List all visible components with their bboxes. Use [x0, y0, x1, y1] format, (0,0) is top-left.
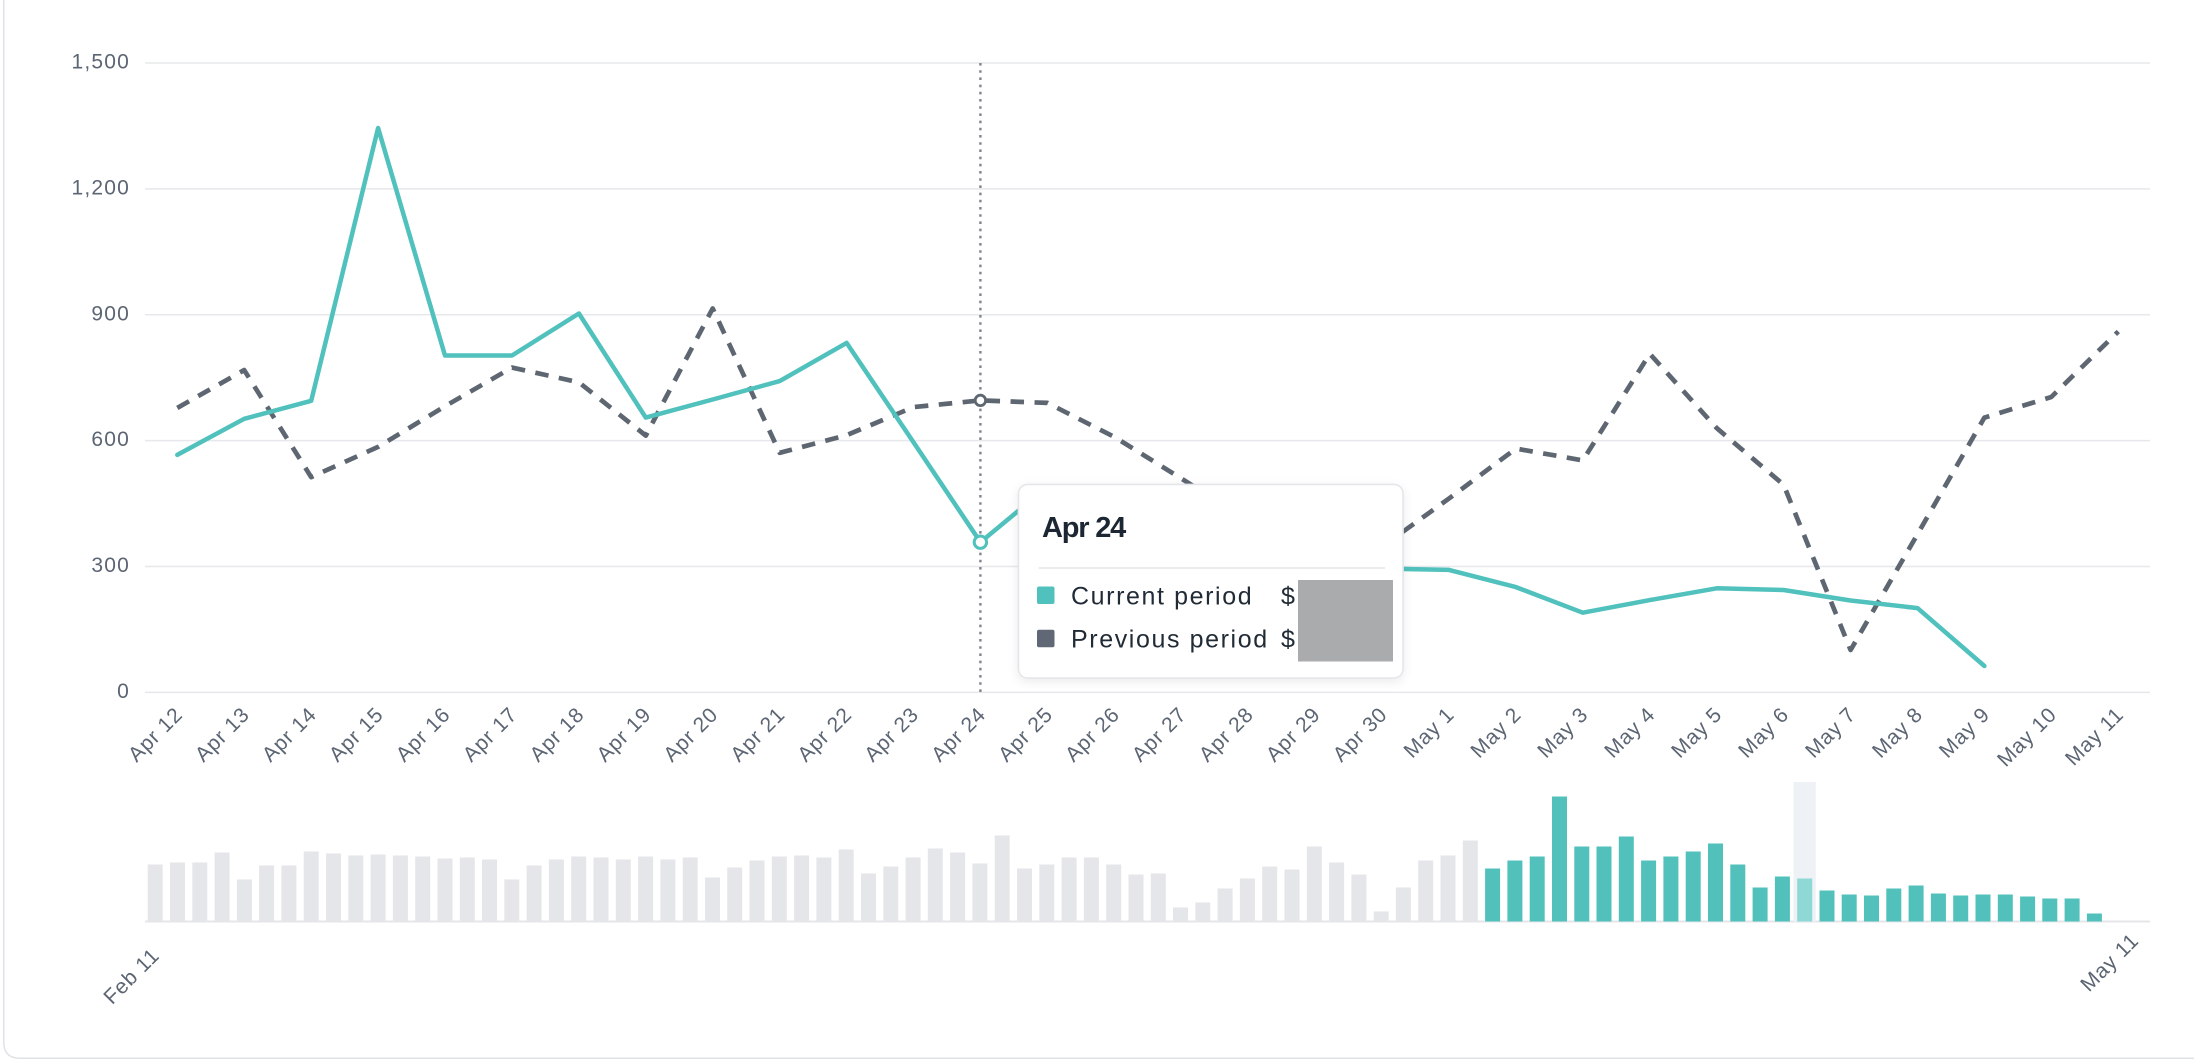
svg-text:300: 300: [91, 554, 130, 577]
svg-text:Apr 14: Apr 14: [258, 703, 321, 766]
svg-text:Previous period: Previous period: [1071, 626, 1269, 654]
svg-text:900: 900: [91, 302, 130, 325]
svg-text:Apr 12: Apr 12: [124, 703, 187, 766]
svg-text:$: $: [1281, 583, 1295, 611]
svg-text:Apr 15: Apr 15: [325, 703, 388, 766]
svg-text:0: 0: [117, 680, 130, 703]
svg-text:May 6: May 6: [1734, 703, 1794, 763]
svg-text:Apr 28: Apr 28: [1195, 703, 1258, 766]
svg-text:Current period: Current period: [1071, 583, 1253, 611]
svg-text:May 8: May 8: [1868, 703, 1928, 763]
svg-text:Apr 16: Apr 16: [392, 703, 455, 766]
svg-text:Apr 25: Apr 25: [994, 703, 1057, 766]
svg-text:Apr 30: Apr 30: [1329, 703, 1392, 766]
svg-text:May 1: May 1: [1400, 703, 1460, 763]
svg-text:May 2: May 2: [1466, 703, 1526, 763]
svg-text:May 7: May 7: [1801, 703, 1861, 763]
svg-text:$: $: [1281, 626, 1295, 654]
svg-text:Apr 13: Apr 13: [191, 703, 254, 766]
svg-text:Apr 29: Apr 29: [1262, 703, 1325, 766]
svg-text:Apr 17: Apr 17: [459, 703, 522, 766]
svg-text:Apr 27: Apr 27: [1128, 703, 1191, 766]
svg-text:600: 600: [91, 428, 130, 451]
svg-text:May 5: May 5: [1667, 703, 1727, 763]
svg-text:Apr 23: Apr 23: [860, 703, 923, 766]
svg-text:May 10: May 10: [1993, 703, 2061, 771]
svg-text:Apr 22: Apr 22: [793, 703, 856, 766]
svg-text:Apr 18: Apr 18: [526, 703, 589, 766]
svg-text:May 3: May 3: [1533, 703, 1593, 763]
svg-text:May 11: May 11: [2076, 929, 2143, 996]
svg-text:May 9: May 9: [1935, 703, 1995, 763]
svg-text:Apr 24: Apr 24: [927, 703, 990, 766]
svg-text:1,500: 1,500: [71, 51, 130, 74]
svg-text:1,200: 1,200: [71, 177, 130, 200]
svg-text:Apr 24: Apr 24: [1042, 512, 1126, 544]
svg-text:Apr 19: Apr 19: [592, 703, 655, 766]
svg-text:Apr 26: Apr 26: [1061, 703, 1124, 766]
svg-text:Apr 21: Apr 21: [726, 703, 789, 766]
svg-text:May 4: May 4: [1600, 703, 1660, 763]
svg-text:May 11: May 11: [2061, 703, 2128, 770]
svg-text:Apr 20: Apr 20: [659, 703, 722, 766]
svg-text:Feb 11: Feb 11: [99, 944, 164, 1009]
